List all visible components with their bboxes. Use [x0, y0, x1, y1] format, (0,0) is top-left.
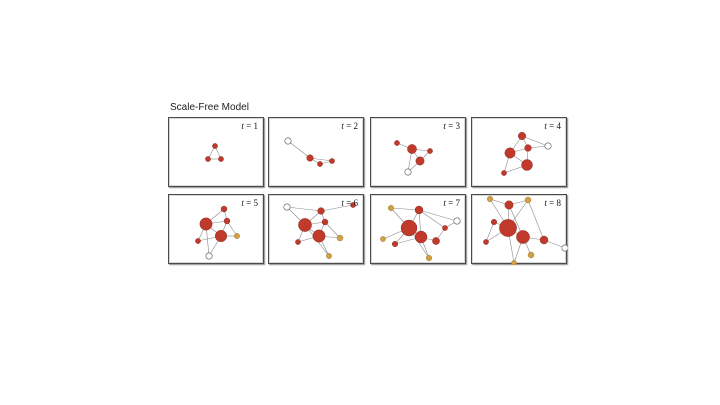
time-label: t = 5	[241, 198, 258, 208]
node	[392, 241, 399, 248]
time-label: t = 2	[341, 121, 358, 131]
node	[511, 260, 517, 265]
node	[521, 159, 533, 171]
node	[518, 131, 527, 140]
time-label: t = 7	[443, 198, 460, 208]
node	[195, 238, 201, 244]
panel-t2: t = 2	[268, 117, 364, 187]
node	[317, 207, 325, 215]
panel-t5: t = 5	[168, 194, 264, 264]
node	[295, 239, 301, 245]
node	[539, 235, 549, 245]
node	[527, 251, 535, 259]
node	[483, 239, 489, 245]
node	[486, 196, 493, 202]
node	[504, 147, 516, 159]
node	[400, 219, 418, 237]
network-graph	[205, 143, 224, 162]
node	[220, 205, 228, 213]
network-graph	[380, 204, 461, 262]
node	[407, 144, 417, 154]
network-graph	[284, 137, 335, 167]
network-graph	[483, 196, 568, 265]
new-node	[205, 252, 213, 260]
node	[336, 234, 344, 242]
node	[223, 217, 231, 225]
time-label: t = 8	[544, 198, 561, 208]
network-graph	[195, 205, 240, 260]
node	[427, 148, 433, 154]
new-node	[544, 142, 552, 150]
node	[380, 236, 386, 242]
new-node	[453, 217, 461, 225]
time-label: t = 4	[544, 121, 561, 131]
node	[501, 170, 507, 176]
network-graph	[283, 202, 356, 259]
node	[205, 156, 211, 162]
node	[504, 200, 514, 210]
node	[426, 255, 433, 262]
time-label: t = 1	[241, 121, 258, 131]
node	[312, 229, 326, 243]
node	[212, 143, 218, 149]
panel-t7: t = 7	[370, 194, 466, 264]
panel-t6: t = 6	[268, 194, 364, 264]
node	[442, 225, 448, 231]
node	[394, 140, 400, 146]
network-graph	[501, 131, 552, 176]
node	[218, 156, 224, 162]
node	[317, 161, 323, 167]
panel-t4: t = 4	[471, 117, 567, 187]
new-node	[284, 137, 292, 145]
node	[415, 156, 425, 166]
panel-t3: t = 3	[370, 117, 466, 187]
figure-title: Scale-Free Model	[170, 102, 249, 113]
node	[199, 217, 213, 231]
node	[524, 196, 532, 204]
node	[491, 219, 498, 226]
node	[516, 230, 530, 244]
node	[524, 144, 532, 152]
network-graph	[394, 140, 433, 176]
node	[298, 218, 312, 232]
new-node	[404, 168, 412, 176]
time-label: t = 6	[341, 198, 358, 208]
node	[234, 233, 240, 239]
node	[350, 202, 356, 208]
time-label: t = 3	[443, 121, 460, 131]
node	[306, 154, 314, 162]
panel-t1: t = 1	[168, 117, 264, 187]
panel-t8: t = 8	[471, 194, 568, 265]
new-node	[283, 203, 291, 211]
node	[326, 253, 332, 259]
node	[414, 230, 428, 244]
node	[321, 218, 329, 226]
node	[388, 204, 395, 211]
node	[432, 237, 440, 245]
new-node	[561, 244, 568, 252]
node	[499, 219, 517, 237]
node	[329, 158, 335, 164]
node	[414, 205, 424, 215]
node	[215, 230, 228, 243]
